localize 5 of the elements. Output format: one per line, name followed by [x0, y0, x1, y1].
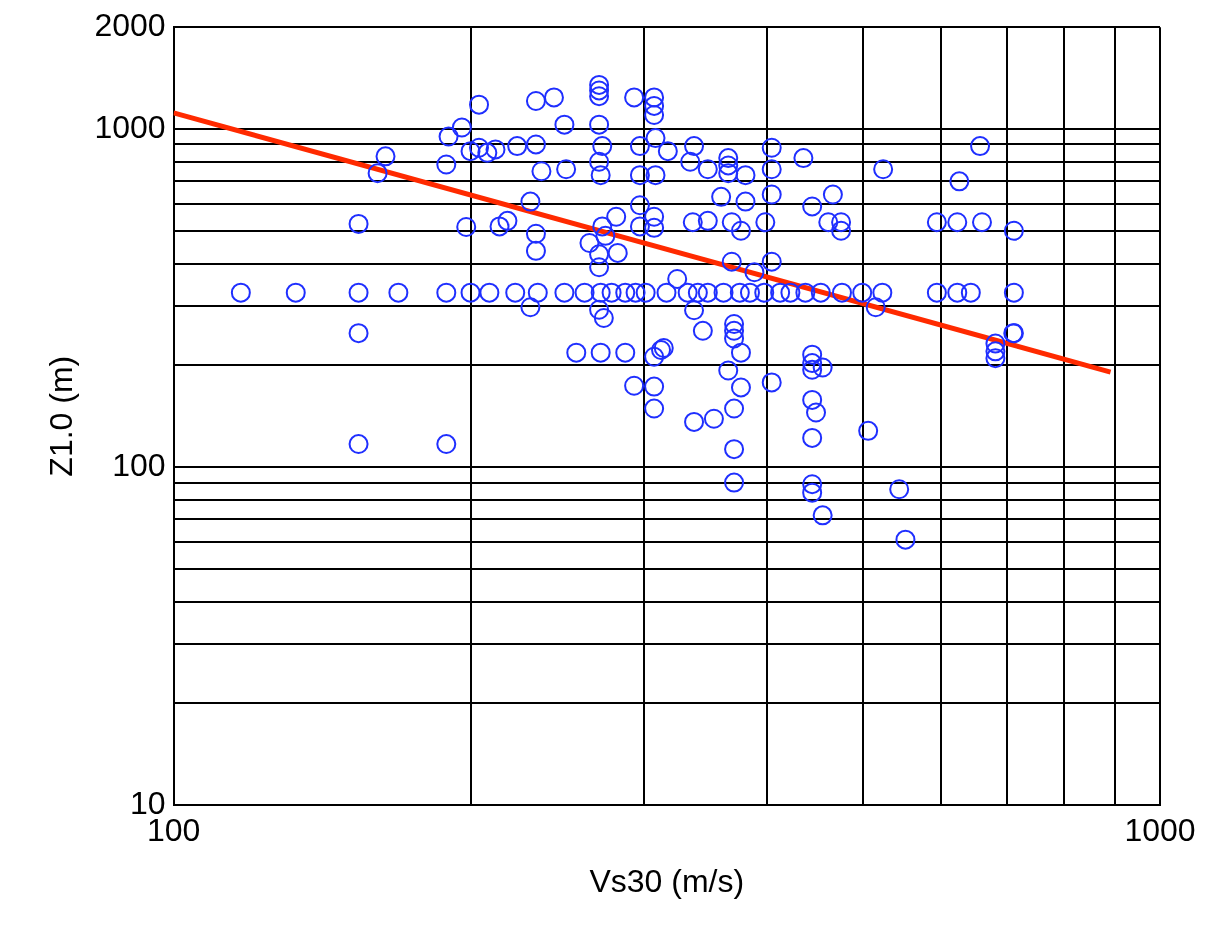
- y-axis-title: Z1.0 (m): [43, 355, 80, 477]
- y-tick-label: 100: [112, 446, 166, 483]
- x-axis-title: Vs30 (m/s): [589, 862, 745, 899]
- y-tick-label: 1000: [94, 108, 166, 145]
- y-tick-label: 2000: [94, 7, 166, 44]
